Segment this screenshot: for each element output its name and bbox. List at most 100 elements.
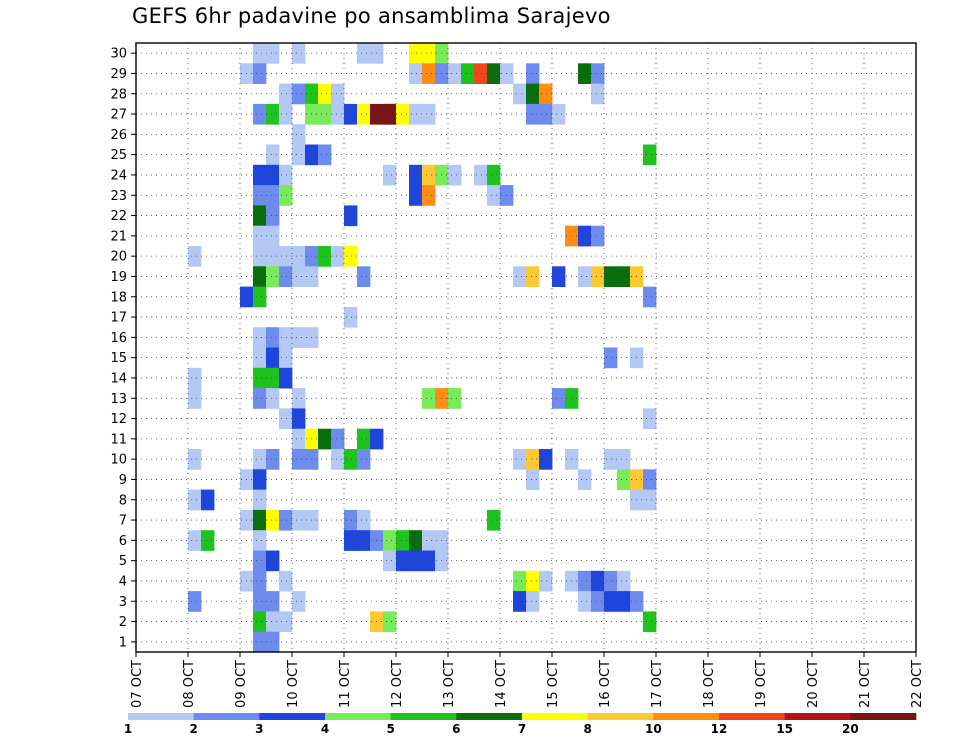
heatmap-cell bbox=[266, 449, 280, 470]
heatmap-cell bbox=[279, 408, 293, 430]
heatmap-cell bbox=[201, 489, 215, 511]
heatmap-cell bbox=[422, 550, 436, 572]
heatmap-cell bbox=[253, 103, 267, 125]
heatmap-cell bbox=[617, 570, 631, 592]
y-tick-label: 19 bbox=[110, 270, 127, 285]
heatmap-cell bbox=[643, 286, 657, 308]
heatmap-cell bbox=[331, 428, 345, 450]
heatmap-cell bbox=[344, 246, 358, 267]
heatmap-cell bbox=[643, 144, 657, 166]
heatmap-cell bbox=[266, 591, 280, 612]
heatmap-cell bbox=[253, 631, 267, 653]
y-tick-label: 7 bbox=[119, 514, 127, 529]
heatmap-cell bbox=[617, 266, 631, 287]
heatmap-cell bbox=[266, 205, 280, 227]
heatmap-cell bbox=[318, 83, 332, 105]
colorbar-swatch bbox=[259, 713, 326, 720]
heatmap-cell bbox=[578, 225, 592, 247]
heatmap-cell bbox=[344, 306, 358, 328]
heatmap-cell bbox=[396, 103, 410, 125]
heatmap-cell bbox=[409, 164, 423, 186]
heatmap-cell bbox=[266, 43, 280, 64]
heatmap-cell bbox=[643, 408, 657, 430]
heatmap-cell bbox=[422, 43, 436, 64]
y-tick-label: 9 bbox=[119, 473, 127, 488]
x-tick-label: 15 OCT bbox=[546, 660, 561, 708]
heatmap-cell bbox=[422, 530, 436, 551]
heatmap-cell bbox=[591, 570, 605, 592]
heatmap-cell bbox=[487, 63, 501, 84]
heatmap-cell bbox=[357, 509, 371, 531]
heatmap-cell bbox=[292, 266, 306, 287]
colorbar-swatch bbox=[456, 713, 523, 720]
heatmap-cell bbox=[448, 63, 462, 84]
colorbar-label: 7 bbox=[518, 722, 526, 736]
heatmap-cell bbox=[266, 103, 280, 125]
heatmap-cell bbox=[188, 489, 202, 511]
heatmap-cell bbox=[474, 63, 488, 84]
heatmap-cell bbox=[526, 103, 540, 125]
heatmap-cell bbox=[578, 266, 592, 287]
heatmap-cell bbox=[253, 246, 267, 267]
heatmap-cell bbox=[604, 347, 618, 369]
y-tick-label: 29 bbox=[110, 67, 127, 82]
x-tick-label: 18 OCT bbox=[702, 660, 717, 708]
heatmap-cell bbox=[422, 185, 436, 206]
x-tick-label: 17 OCT bbox=[650, 660, 665, 708]
heatmap-cell bbox=[539, 103, 553, 125]
heatmap-cell bbox=[487, 509, 501, 531]
x-tick-label: 21 OCT bbox=[858, 660, 873, 708]
x-tick-label: 13 OCT bbox=[442, 660, 457, 708]
heatmap-cell bbox=[292, 43, 306, 64]
heatmap-cell bbox=[604, 591, 618, 612]
heatmap-cell bbox=[253, 550, 267, 572]
heatmap-cell bbox=[266, 164, 280, 186]
chart-title: GEFS 6hr padavine po ansamblima Sarajevo bbox=[132, 4, 611, 28]
y-tick-label: 2 bbox=[119, 615, 127, 630]
heatmap-cell bbox=[448, 164, 462, 186]
heatmap-cell bbox=[357, 103, 371, 125]
heatmap-cell bbox=[617, 449, 631, 470]
colorbar-swatch bbox=[193, 713, 260, 720]
colorbar-swatch bbox=[325, 713, 391, 720]
heatmap-cell bbox=[266, 185, 280, 206]
heatmap-cell bbox=[526, 449, 540, 470]
heatmap-cell bbox=[331, 449, 345, 470]
y-tick-label: 18 bbox=[110, 290, 127, 305]
colorbar-label: 3 bbox=[255, 722, 263, 736]
heatmap-cell bbox=[357, 43, 371, 64]
heatmap-cell bbox=[279, 611, 293, 633]
colorbar-swatch bbox=[784, 713, 851, 720]
heatmap-cell bbox=[409, 103, 423, 125]
heatmap-cell bbox=[253, 611, 267, 633]
heatmap-cell bbox=[266, 246, 280, 267]
heatmap-cell bbox=[344, 103, 358, 125]
heatmap-cell bbox=[292, 449, 306, 470]
y-tick-label: 30 bbox=[110, 47, 127, 62]
x-tick-label: 22 OCT bbox=[910, 660, 925, 708]
heatmap-cell bbox=[617, 591, 631, 612]
heatmap-cell bbox=[292, 428, 306, 450]
heatmap-cell bbox=[266, 144, 280, 166]
heatmap-cell bbox=[253, 164, 267, 186]
colorbar-label: 12 bbox=[711, 722, 728, 736]
heatmap-cell bbox=[253, 225, 267, 247]
heatmap-cell bbox=[409, 530, 423, 551]
x-tick-label: 14 OCT bbox=[494, 660, 509, 708]
colorbar-label: 6 bbox=[452, 722, 460, 736]
heatmap-cell bbox=[422, 63, 436, 84]
heatmap-cell bbox=[253, 530, 267, 551]
heatmap-cell bbox=[604, 449, 618, 470]
colorbar-swatch bbox=[390, 713, 457, 720]
heatmap-cell bbox=[331, 103, 345, 125]
colorbar-swatch bbox=[128, 713, 194, 720]
colorbar-label: 10 bbox=[645, 722, 662, 736]
heatmap-cell bbox=[266, 225, 280, 247]
heatmap-cell bbox=[318, 103, 332, 125]
colorbar-label: 2 bbox=[189, 722, 197, 736]
heatmap-cell bbox=[409, 43, 423, 64]
heatmap-cell bbox=[487, 164, 501, 186]
heatmap-cell bbox=[539, 570, 553, 592]
heatmap-cell bbox=[279, 103, 293, 125]
heatmap-cell bbox=[344, 205, 358, 227]
